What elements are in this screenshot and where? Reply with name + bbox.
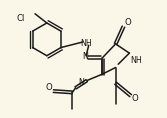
Text: NH: NH	[131, 57, 142, 65]
Text: O: O	[131, 95, 138, 103]
Text: N: N	[79, 78, 85, 87]
Text: NH: NH	[80, 39, 92, 48]
Text: O: O	[125, 19, 131, 27]
Text: O: O	[45, 83, 52, 92]
Text: Cl: Cl	[16, 14, 25, 23]
Text: N: N	[82, 52, 88, 61]
